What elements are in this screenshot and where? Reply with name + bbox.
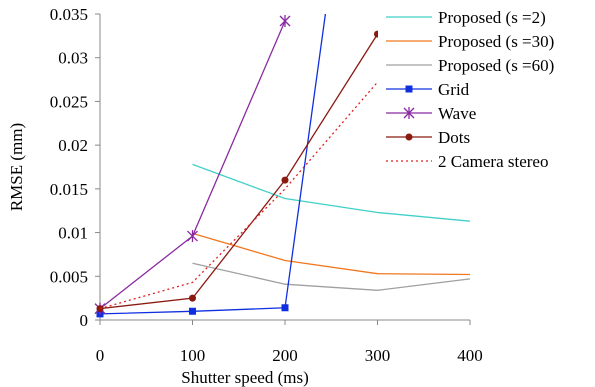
y-tick-label: 0.035 bbox=[50, 5, 88, 24]
y-tick-label: 0.01 bbox=[58, 224, 88, 243]
x-tick-label: 100 bbox=[180, 346, 206, 365]
series-line-2-camera-stereo bbox=[99, 81, 378, 310]
y-tick-label: 0.02 bbox=[58, 136, 88, 155]
y-tick-label: 0.025 bbox=[50, 92, 88, 111]
x-tick-label: 0 bbox=[96, 346, 105, 365]
series-point-dots-marker bbox=[189, 294, 196, 302]
legend-label-dots: Dots bbox=[438, 128, 470, 147]
axes: 0 0.005 0.01 0.015 0.02 0.025 0.03 0.035 0 100 200… bbox=[50, 5, 483, 365]
x-axis-title: Shutter speed (ms) bbox=[181, 368, 308, 387]
series-grid bbox=[96, 14, 327, 318]
series-line-proposed-s-30 bbox=[192, 232, 471, 276]
x-tick-label: 300 bbox=[365, 346, 391, 365]
y-tick-label: 0.015 bbox=[50, 180, 88, 199]
legend-label-proposed-s-60: Proposed (s =60) bbox=[438, 56, 554, 75]
legend-item-wave: Wave bbox=[386, 104, 476, 123]
legend-label-grid: Grid bbox=[438, 80, 470, 99]
series-layer bbox=[94, 14, 471, 318]
series-proposed-s-2 bbox=[192, 163, 471, 222]
series-line-proposed-s-2 bbox=[192, 163, 471, 222]
series-2-camera-stereo bbox=[99, 81, 378, 310]
legend-background bbox=[378, 2, 588, 184]
legend-item-proposed-s-2: Proposed (s =2) bbox=[386, 8, 546, 27]
legend-label-wave: Wave bbox=[438, 104, 476, 123]
legend-item-proposed-s-30: Proposed (s =30) bbox=[386, 32, 554, 51]
series-proposed-s-30 bbox=[192, 232, 471, 276]
y-tick-label: 0.005 bbox=[50, 267, 88, 286]
series-point-wave-marker bbox=[187, 230, 198, 243]
y-tick-label: 0.03 bbox=[58, 49, 88, 68]
legend-item-proposed-s-60: Proposed (s =60) bbox=[386, 56, 554, 75]
y-axis-title: RMSE (mm) bbox=[7, 123, 26, 211]
legend-item-grid: Grid bbox=[386, 80, 470, 99]
legend-label-proposed-s-2: Proposed (s =2) bbox=[438, 8, 546, 27]
legend-item-2-camera-stereo: 2 Camera stereo bbox=[386, 152, 548, 171]
series-line-dots bbox=[99, 33, 379, 310]
legend-label-proposed-s-30: Proposed (s =30) bbox=[438, 32, 554, 51]
x-tick-label: 400 bbox=[457, 346, 483, 365]
legend-item-dots: Dots bbox=[386, 128, 470, 147]
legend-label-2-camera-stereo: 2 Camera stereo bbox=[438, 152, 548, 171]
legend: Proposed (s =2) Proposed (s =30) Proposed … bbox=[378, 2, 588, 184]
legend-marker-dots-marker bbox=[405, 133, 413, 141]
series-line-proposed-s-60 bbox=[192, 262, 471, 291]
series-point-grid-marker bbox=[281, 304, 289, 312]
y-tick-label: 0 bbox=[80, 311, 89, 330]
x-tick-label: 200 bbox=[272, 346, 298, 365]
series-proposed-s-60 bbox=[192, 262, 471, 291]
legend-marker-wave-marker bbox=[403, 107, 415, 119]
series-point-dots-marker bbox=[281, 176, 289, 184]
series-dots bbox=[96, 30, 381, 313]
legend-marker-grid-marker bbox=[405, 85, 413, 93]
series-line-grid bbox=[99, 14, 327, 315]
series-point-dots-marker bbox=[96, 305, 104, 313]
series-point-grid-marker bbox=[189, 307, 196, 315]
series-point-wave-marker bbox=[279, 14, 291, 27]
series-wave bbox=[94, 14, 291, 315]
